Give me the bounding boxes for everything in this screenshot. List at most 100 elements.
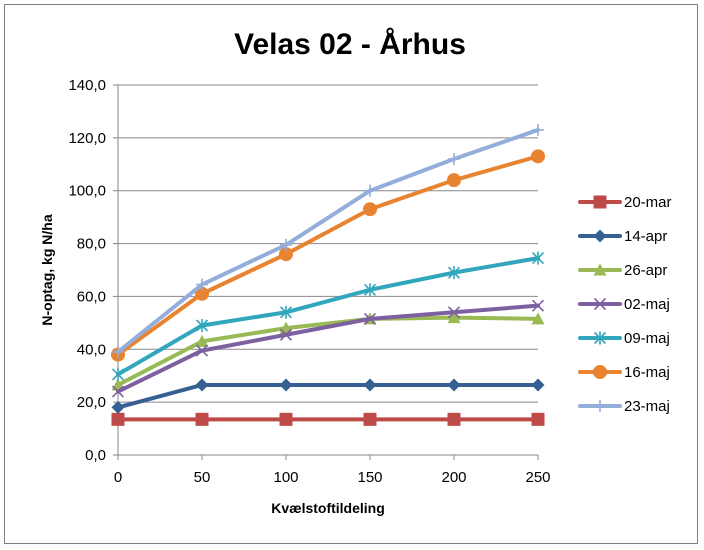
data-point: [531, 378, 545, 392]
x-tick-label: 0: [114, 469, 122, 486]
series-line: [116, 154, 540, 357]
data-point-stroke: [111, 385, 125, 398]
legend-item: 02-maj: [578, 296, 670, 313]
data-point: [593, 195, 607, 209]
data-point: [195, 378, 209, 392]
data-point: [195, 319, 209, 332]
data-point: [196, 278, 208, 291]
y-tick-label: 100,0: [68, 183, 106, 200]
data-point-stroke: [447, 306, 461, 319]
series-lines: [111, 123, 545, 426]
series-23-maj: [112, 123, 544, 358]
data-point: [280, 238, 292, 251]
data-point: [531, 412, 545, 426]
data-point-stroke: [531, 299, 545, 312]
data-point-stroke: [195, 344, 209, 357]
legend-label: 26-apr: [624, 262, 667, 279]
data-point: [111, 367, 125, 381]
x-tick-labels: 0 50 100 150 200 250: [114, 469, 551, 486]
data-point: [195, 412, 209, 426]
x-tick-label: 250: [525, 469, 550, 486]
data-point: [593, 331, 607, 345]
data-point: [111, 412, 125, 426]
series-line: [116, 315, 540, 387]
data-point: [447, 311, 461, 324]
legend-label: 20-mar: [624, 194, 672, 211]
data-point: [532, 123, 544, 136]
data-point: [531, 299, 545, 312]
data-point: [195, 286, 209, 301]
series-14-apr: [111, 378, 545, 414]
data-point: [363, 202, 377, 217]
data-point: [593, 263, 607, 276]
data-point: [195, 344, 209, 357]
series-26-apr: [111, 311, 545, 391]
data-point: [447, 173, 461, 188]
x-tick-label: 200: [441, 469, 466, 486]
series-20-mar: [111, 412, 545, 426]
data-point: [593, 365, 607, 379]
x-tick-label: 50: [194, 469, 211, 486]
data-point: [195, 334, 209, 347]
data-point: [447, 378, 461, 392]
legend-item: 23-maj: [578, 398, 670, 415]
data-point: [363, 378, 377, 392]
data-point: [364, 184, 376, 197]
y-tick-labels: 0,0 20,0 40,0 60,0 80,0 100,0 120,0 140,0: [68, 77, 106, 464]
legend-label: 02-maj: [624, 296, 670, 313]
legend-label: 09-maj: [624, 330, 670, 347]
series-line: [116, 127, 540, 354]
data-point: [111, 385, 125, 398]
y-axis-label: N-optag, kg N/ha: [39, 214, 55, 325]
data-point: [279, 305, 293, 319]
y-tick-label: 120,0: [68, 130, 106, 147]
series-16-maj: [111, 149, 545, 362]
y-tick-label: 80,0: [77, 236, 106, 253]
data-point: [279, 328, 293, 341]
gridlines: [118, 84, 538, 403]
data-point: [111, 400, 125, 414]
chart-frame: [4, 4, 698, 544]
legend-item: 16-maj: [578, 364, 670, 381]
x-tick-label: 150: [357, 469, 382, 486]
legend-label: 23-maj: [624, 398, 670, 415]
chart-title: Velas 02 - Århus: [234, 28, 466, 61]
data-point: [363, 412, 377, 426]
axes: [113, 84, 539, 460]
data-point: [531, 312, 545, 325]
legend: 20-mar 14-apr 26-apr 02-maj 09-maj 16-maj 23-m…: [578, 194, 672, 415]
data-point: [279, 378, 293, 392]
data-point: [448, 153, 460, 165]
legend-item: 14-apr: [578, 228, 667, 245]
data-point: [363, 312, 377, 325]
y-tick-label: 40,0: [77, 341, 106, 358]
data-point: [279, 247, 293, 262]
data-point: [447, 306, 461, 319]
series-line: [116, 382, 540, 410]
legend-item: 09-maj: [578, 330, 670, 347]
data-point: [279, 412, 293, 426]
legend-item: 20-mar: [578, 194, 672, 211]
y-tick-label: 20,0: [77, 394, 106, 411]
data-point-stroke: [593, 297, 607, 311]
series-line: [116, 303, 540, 394]
data-point: [531, 149, 545, 164]
series-line: [116, 256, 540, 377]
y-tick-label: 140,0: [68, 77, 106, 94]
legend-label: 16-maj: [624, 364, 670, 381]
legend-item: 26-apr: [578, 262, 667, 279]
data-point: [447, 412, 461, 426]
series-09-maj: [111, 251, 545, 381]
data-point: [112, 345, 124, 358]
data-point: [531, 251, 545, 265]
y-tick-label: 0,0: [85, 447, 106, 464]
data-point: [594, 400, 606, 412]
x-axis-label: Kvælstoftildeling: [271, 500, 385, 516]
legend-label: 14-apr: [624, 228, 667, 245]
data-point: [593, 229, 607, 243]
data-point-stroke: [363, 312, 377, 325]
x-tick-label: 100: [273, 469, 298, 486]
data-point-stroke: [279, 328, 293, 341]
data-point: [447, 266, 461, 280]
